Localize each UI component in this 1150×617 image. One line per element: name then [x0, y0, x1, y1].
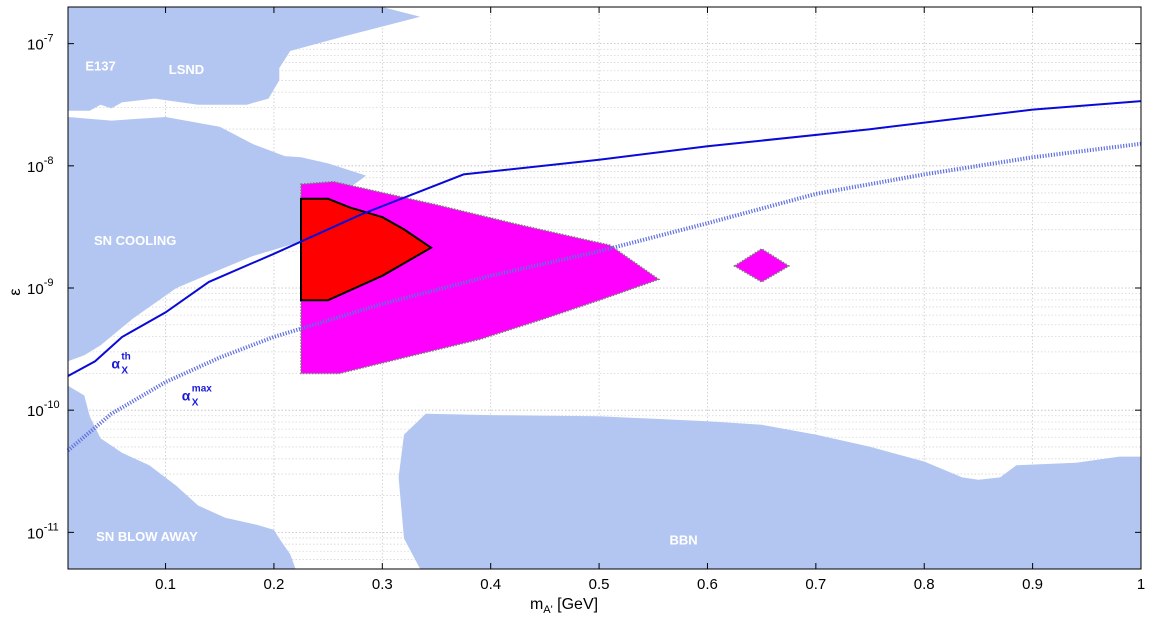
- allowed-region-island: [733, 247, 791, 283]
- x-axis-label-unit: [GeV]: [553, 596, 598, 613]
- curve-alpha-max: [66, 141, 1142, 453]
- region-label: LSND: [169, 62, 204, 77]
- curve-label-base: α: [111, 356, 120, 372]
- x-axis-label-sub: A': [543, 604, 552, 616]
- excluded-region: [398, 413, 1142, 569]
- region-label: BBN: [670, 533, 698, 548]
- x-tick-label: 0.2: [263, 576, 284, 593]
- x-tick-label: 0.1: [155, 576, 176, 593]
- y-tick-label: 10-7: [27, 33, 53, 54]
- x-axis-label: mA' [GeV]: [530, 596, 598, 616]
- x-tick-label: 0.5: [589, 576, 610, 593]
- curve-label-sub: X: [121, 366, 128, 377]
- x-tick-label: 0.3: [372, 576, 393, 593]
- y-axis-label: ε: [7, 288, 24, 295]
- excluded-regions: [68, 7, 1142, 569]
- region-label: SN COOLING: [94, 233, 176, 248]
- preferred-region: [300, 197, 433, 302]
- y-tick-label: 10-9: [27, 277, 53, 298]
- curve-label-sup: th: [121, 352, 130, 363]
- curve-label-base: α: [182, 387, 191, 403]
- region-label: SN BLOW AWAY: [96, 529, 198, 544]
- x-tick-label: 0.6: [697, 576, 718, 593]
- y-tick-label: 10-10: [27, 399, 60, 420]
- curve-label-sup: max: [192, 383, 212, 394]
- curves: [66, 100, 1142, 453]
- x-tick-label: 0.4: [480, 576, 501, 593]
- region-label: E137: [85, 59, 115, 74]
- excluded-region: [68, 7, 421, 111]
- curve-label-th: α th X: [111, 352, 130, 377]
- curve-label-sub: X: [192, 397, 199, 408]
- curve-alpha-th: [67, 100, 1142, 377]
- excluded-region: [68, 117, 367, 362]
- excluded-region: [68, 385, 296, 569]
- curve-label-max: α max X: [182, 383, 212, 408]
- x-tick-label: 0.9: [1022, 576, 1043, 593]
- y-tick-label: 10-8: [27, 155, 53, 176]
- x-tick-label: 0.7: [805, 576, 826, 593]
- y-tick-label: 10-11: [27, 521, 59, 542]
- x-tick-label: 0.8: [914, 576, 935, 593]
- axis-ticks: 0.1 0.2 0.3 0.4 0.5 0.6 0.7 0.8 0.9 1 10-11 10-10 10…: [27, 7, 1145, 593]
- x-tick-label: 1: [1137, 576, 1145, 593]
